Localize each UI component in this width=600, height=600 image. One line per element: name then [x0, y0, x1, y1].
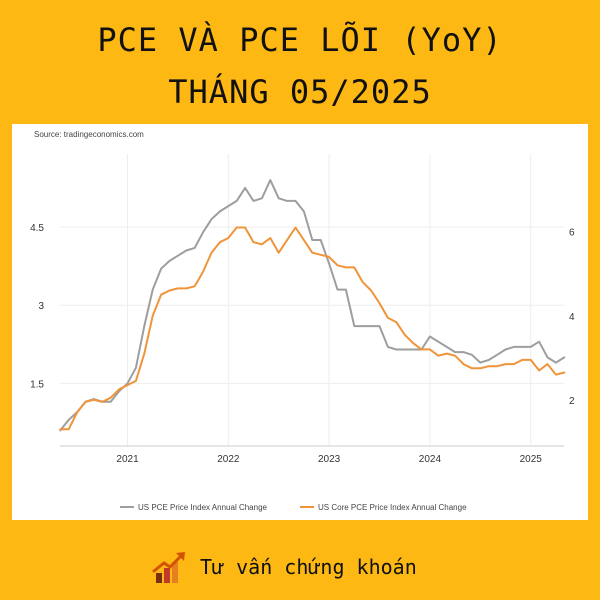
series	[59, 179, 566, 432]
x-tick-label: 2025	[520, 454, 543, 465]
legend: US PCE Price Index Annual Change US Core …	[120, 503, 467, 512]
right-tick-label: 6	[569, 228, 575, 239]
source-label: Source: tradingeconomics.com	[34, 130, 144, 139]
x-tick-label: 2021	[116, 454, 139, 465]
left-tick-label: 1.5	[30, 379, 44, 390]
title-line-1: PCE VÀ PCE LÕI (YoY)	[97, 21, 503, 59]
x-tick-label: 2022	[217, 454, 240, 465]
pce-series-line	[59, 179, 566, 432]
left-tick-label: 4.5	[30, 223, 44, 234]
footer-text: Tư vấn chứng khoán	[200, 555, 417, 579]
title-line-2: THÁNG 05/2025	[168, 73, 432, 111]
x-tick-label: 2024	[419, 454, 442, 465]
grid	[60, 154, 564, 446]
left-tick-label: 3	[38, 301, 44, 312]
footer: Tư vấn chứng khoán	[152, 545, 417, 589]
legend-item-core-pce: US Core PCE Price Index Annual Change	[318, 503, 467, 512]
axes: 2021 2022 2023 2024 2025 1.5 3 4.5 2 4 6	[30, 223, 575, 465]
legend-item-pce: US PCE Price Index Annual Change	[138, 503, 268, 512]
rising-chart-arrow-icon	[152, 552, 185, 583]
chart-card: Source: tradingeconomics.com 2021 2022 202…	[12, 124, 588, 520]
right-tick-label: 4	[569, 312, 575, 323]
core-pce-series-line	[59, 226, 566, 431]
right-tick-label: 2	[569, 396, 575, 407]
pce-line-chart: Source: tradingeconomics.com 2021 2022 202…	[30, 130, 575, 512]
x-tick-label: 2023	[318, 454, 341, 465]
